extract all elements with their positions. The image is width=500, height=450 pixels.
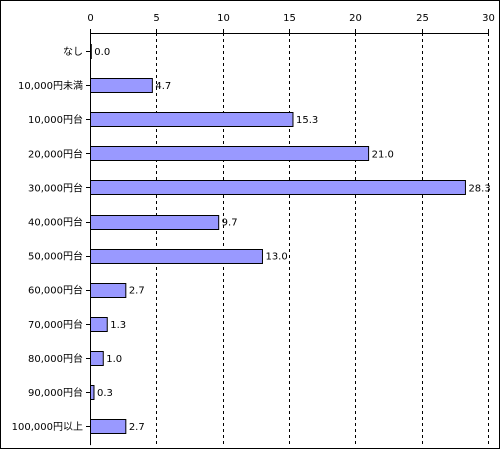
category-label: 60,000円台 — [28, 284, 83, 297]
category-labels: なし 10,000円未満 10,000円台 20,000円台 30,000円台 40,00… — [12, 46, 83, 433]
bar — [90, 249, 263, 264]
value-label: 4.7 — [155, 81, 171, 92]
x-tick-label: 30 — [482, 13, 495, 24]
value-label: 1.3 — [110, 320, 126, 331]
value-label: 9.7 — [222, 218, 238, 229]
value-label: 13.0 — [265, 252, 287, 263]
bar — [90, 419, 127, 434]
category-label: 80,000円台 — [28, 352, 83, 365]
x-tick-label: 0 — [87, 13, 93, 24]
bar — [90, 180, 466, 195]
bar — [90, 215, 220, 230]
bar — [90, 317, 108, 332]
x-tick-label: 5 — [153, 13, 159, 24]
value-label: 21.0 — [372, 149, 394, 160]
category-label: 50,000円台 — [28, 250, 83, 263]
value-labels: 0.0 4.7 15.3 21.0 28.3 9.7 13.0 2.7 1.3 1.0 0.3 2.7 — [94, 47, 490, 433]
category-label: 100,000円以上 — [12, 421, 83, 433]
x-tick-label: 20 — [349, 13, 362, 24]
value-label: 2.7 — [129, 286, 145, 297]
bar — [90, 351, 104, 366]
category-label: 10,000円未満 — [18, 80, 83, 92]
value-label: 0.0 — [94, 47, 110, 58]
x-tick-label: 15 — [283, 13, 296, 24]
bar — [90, 385, 95, 400]
value-label: 28.3 — [468, 183, 490, 194]
axes — [86, 29, 489, 446]
gridlines — [156, 33, 489, 446]
bar — [90, 283, 127, 298]
category-label: 20,000円台 — [28, 147, 83, 160]
category-label: 70,000円台 — [28, 318, 83, 331]
bars — [90, 44, 466, 434]
category-label: 40,000円台 — [28, 216, 83, 229]
bar — [90, 112, 294, 127]
x-tick-label: 25 — [416, 13, 429, 24]
category-label: 90,000円台 — [28, 386, 83, 399]
category-label: なし — [63, 46, 83, 58]
value-label: 2.7 — [129, 422, 145, 433]
value-label: 15.3 — [296, 115, 318, 126]
bar — [90, 78, 153, 93]
value-label: 1.0 — [106, 354, 122, 365]
x-tick-label: 10 — [217, 13, 230, 24]
bar — [90, 146, 370, 161]
category-label: 10,000円台 — [28, 113, 83, 126]
bar — [90, 44, 92, 59]
value-label: 0.3 — [97, 388, 113, 399]
category-label: 30,000円台 — [28, 181, 83, 194]
x-tick-labels: 0 5 10 15 20 25 30 — [87, 13, 495, 24]
